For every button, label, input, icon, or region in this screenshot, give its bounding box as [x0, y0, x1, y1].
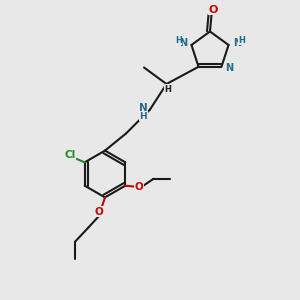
Text: Cl: Cl — [64, 150, 75, 161]
Text: N: N — [225, 63, 233, 73]
Text: H: H — [238, 36, 245, 45]
Text: N: N — [233, 38, 241, 49]
Text: N: N — [179, 38, 187, 49]
Text: O: O — [135, 182, 144, 192]
Text: H: H — [175, 36, 182, 45]
Text: O: O — [94, 207, 103, 217]
Text: H: H — [140, 112, 147, 121]
Text: N: N — [139, 103, 148, 113]
Text: O: O — [208, 4, 218, 15]
Text: H: H — [165, 85, 171, 94]
